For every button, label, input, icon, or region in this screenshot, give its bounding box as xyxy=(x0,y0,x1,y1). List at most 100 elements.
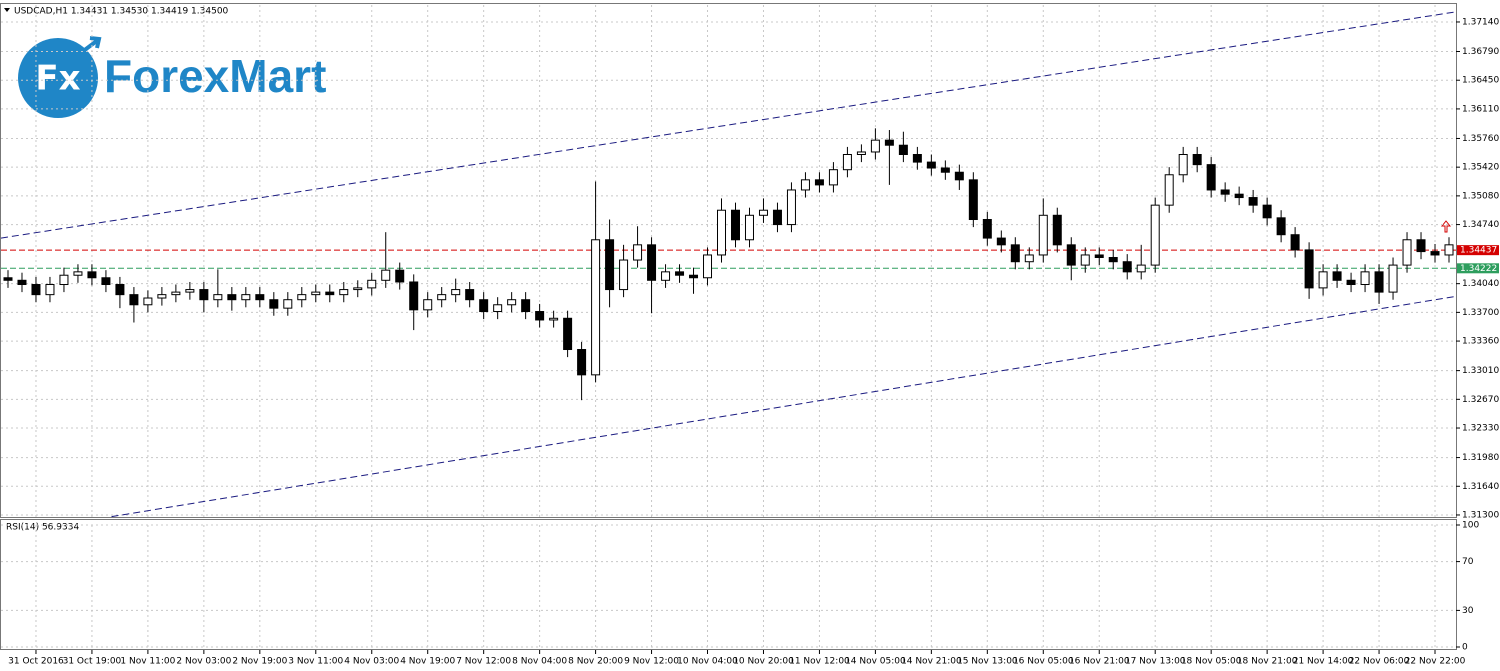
candle-body xyxy=(465,289,475,301)
logo: Fx ForexMart xyxy=(18,36,326,118)
candle-body xyxy=(1346,279,1356,286)
x-tick-label: 10 Nov 20:00 xyxy=(733,657,794,667)
candle-body xyxy=(926,161,936,169)
candle-body xyxy=(241,294,251,301)
logo-mark: Fx xyxy=(35,59,80,99)
candle-body xyxy=(325,291,335,296)
y-tick-label: 1.36110 xyxy=(1462,104,1499,114)
y-tick-label: 100 xyxy=(1462,521,1479,531)
candle-body xyxy=(1108,256,1118,263)
candle-body xyxy=(1318,271,1328,289)
candle-body xyxy=(1360,271,1370,286)
candle-body xyxy=(1178,154,1188,176)
candle-body xyxy=(3,277,13,281)
candle-body xyxy=(451,289,461,296)
candle-body xyxy=(1010,244,1020,263)
candle-body xyxy=(1192,154,1202,166)
price-panel-frame xyxy=(0,3,1457,518)
candle-body xyxy=(1290,234,1300,251)
candle-body xyxy=(717,209,727,256)
x-tick-label: 8 Nov 20:00 xyxy=(568,657,623,667)
candle-body xyxy=(1206,164,1216,191)
y-tick-label: 1.36450 xyxy=(1462,76,1499,86)
candle-body xyxy=(758,209,768,216)
level-label-box xyxy=(1457,263,1499,274)
candle-body xyxy=(1122,261,1132,273)
candle-body xyxy=(59,274,69,286)
candle-body xyxy=(353,287,363,291)
candle-body xyxy=(968,179,978,221)
y-tick-label: 1.33010 xyxy=(1462,366,1499,376)
candle-body xyxy=(619,259,629,291)
x-tick-label: 10 Nov 04:00 xyxy=(677,657,738,667)
candle-body xyxy=(479,299,489,313)
candle-body xyxy=(1038,214,1048,256)
candle-body xyxy=(814,179,824,186)
candle-body xyxy=(381,269,391,281)
candle-body xyxy=(842,154,852,171)
candle-body xyxy=(912,154,922,163)
candle-body xyxy=(493,304,503,313)
x-tick-label: 14 Nov 21:00 xyxy=(901,657,962,667)
y-tick-label: 1.35080 xyxy=(1462,191,1499,201)
candle-body xyxy=(1444,244,1454,256)
candle-body xyxy=(171,291,181,296)
candle-body xyxy=(856,151,866,156)
x-tick-label: 9 Nov 12:00 xyxy=(624,657,679,667)
y-tick-label: 1.34040 xyxy=(1462,279,1499,289)
candle-body xyxy=(1052,214,1062,246)
x-tick-label: 14 Nov 05:00 xyxy=(845,657,906,667)
candle-body xyxy=(1332,271,1342,281)
level-label-box xyxy=(1457,245,1499,256)
y-tick-label: 70 xyxy=(1462,557,1474,567)
candle-body xyxy=(647,244,657,281)
x-tick-label: 16 Nov 21:00 xyxy=(1069,657,1130,667)
candle-body xyxy=(633,244,643,261)
x-tick-label: 15 Nov 13:00 xyxy=(957,657,1018,667)
candle-body xyxy=(45,284,55,296)
y-tick-label: 1.33360 xyxy=(1462,337,1499,347)
candle-body xyxy=(661,271,671,281)
candle-body xyxy=(1416,239,1426,253)
y-tick-label: 1.32330 xyxy=(1462,424,1499,434)
candle-body xyxy=(409,281,419,311)
candle-body xyxy=(884,139,894,146)
candle-body xyxy=(395,269,405,283)
alert-arrow xyxy=(1440,220,1452,233)
x-tick-label: 1 Nov 11:00 xyxy=(120,657,175,667)
candle-body xyxy=(1430,251,1440,256)
y-tick-label: 1.34740 xyxy=(1462,220,1499,230)
level-label: 1.34437 xyxy=(1460,246,1497,256)
candle-body xyxy=(311,291,321,296)
candle-body xyxy=(1248,197,1258,206)
candle-body xyxy=(563,317,573,351)
candle-body xyxy=(1262,204,1272,219)
candle-body xyxy=(157,294,167,299)
candle-body xyxy=(898,144,908,156)
candle-body xyxy=(297,294,307,301)
candle-body xyxy=(1094,254,1104,258)
candle-body xyxy=(73,271,83,276)
candle-body xyxy=(828,169,838,186)
candle-body xyxy=(115,284,125,296)
candle-body xyxy=(17,279,27,286)
candle-body xyxy=(129,294,139,306)
x-tick-label: 21 Nov 14:00 xyxy=(1293,657,1354,667)
logo-arrow xyxy=(80,36,102,54)
y-tick-label: 1.33700 xyxy=(1462,308,1499,318)
x-tick-label: 2 Nov 03:00 xyxy=(176,657,231,667)
y-tick-label: 1.31300 xyxy=(1462,510,1499,520)
candle-body xyxy=(87,271,97,279)
logo-circle xyxy=(18,38,98,118)
candle-body xyxy=(954,171,964,181)
channel-line xyxy=(111,295,1457,518)
candle-body xyxy=(689,274,699,279)
candle-body xyxy=(213,294,223,301)
y-tick-label: 1.31980 xyxy=(1462,453,1499,463)
candle-body xyxy=(269,299,279,309)
candle-body xyxy=(577,349,587,376)
x-tick-label: 7 Nov 12:00 xyxy=(456,657,511,667)
candle-body xyxy=(940,167,950,173)
rsi-panel-frame xyxy=(0,519,1457,650)
